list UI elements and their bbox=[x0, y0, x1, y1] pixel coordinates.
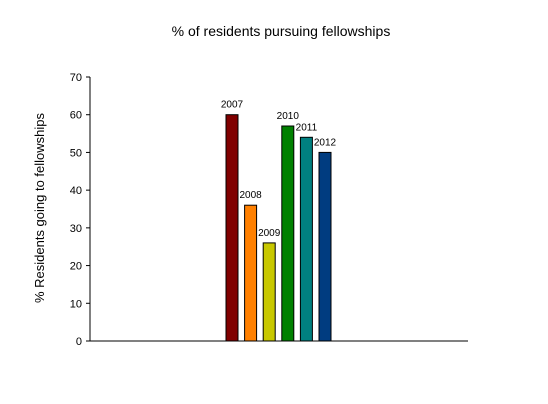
bar-label-2010: 2010 bbox=[277, 111, 300, 122]
bar-label-2008: 2008 bbox=[239, 190, 262, 201]
bar-2008 bbox=[244, 204, 258, 342]
bar-2011 bbox=[299, 136, 313, 342]
y-tick-label: 20 bbox=[70, 261, 82, 273]
bar-label-2011: 2011 bbox=[296, 122, 318, 133]
y-tick-label: 60 bbox=[70, 110, 82, 122]
bar-2009 bbox=[262, 242, 276, 342]
bar-label-2007: 2007 bbox=[221, 100, 244, 111]
bar-label-2012: 2012 bbox=[314, 137, 337, 148]
bar-2007 bbox=[225, 114, 239, 342]
bar-2012 bbox=[318, 151, 332, 342]
y-tick-label: 70 bbox=[70, 72, 82, 84]
y-tick-label: 0 bbox=[76, 336, 82, 348]
chart-title: % of residents pursuing fellowships bbox=[172, 23, 391, 39]
y-tick-label: 40 bbox=[70, 185, 82, 197]
y-tick-label: 10 bbox=[70, 298, 82, 310]
y-tick-label: 50 bbox=[70, 147, 82, 159]
bar-label-2009: 2009 bbox=[258, 228, 281, 239]
y-axis-label: % Residents going to fellowships bbox=[32, 112, 47, 303]
y-axis-ticks: 0 10 20 30 40 50 60 70 bbox=[70, 72, 90, 348]
y-tick-label: 30 bbox=[70, 223, 82, 235]
bar-2010 bbox=[281, 125, 295, 342]
